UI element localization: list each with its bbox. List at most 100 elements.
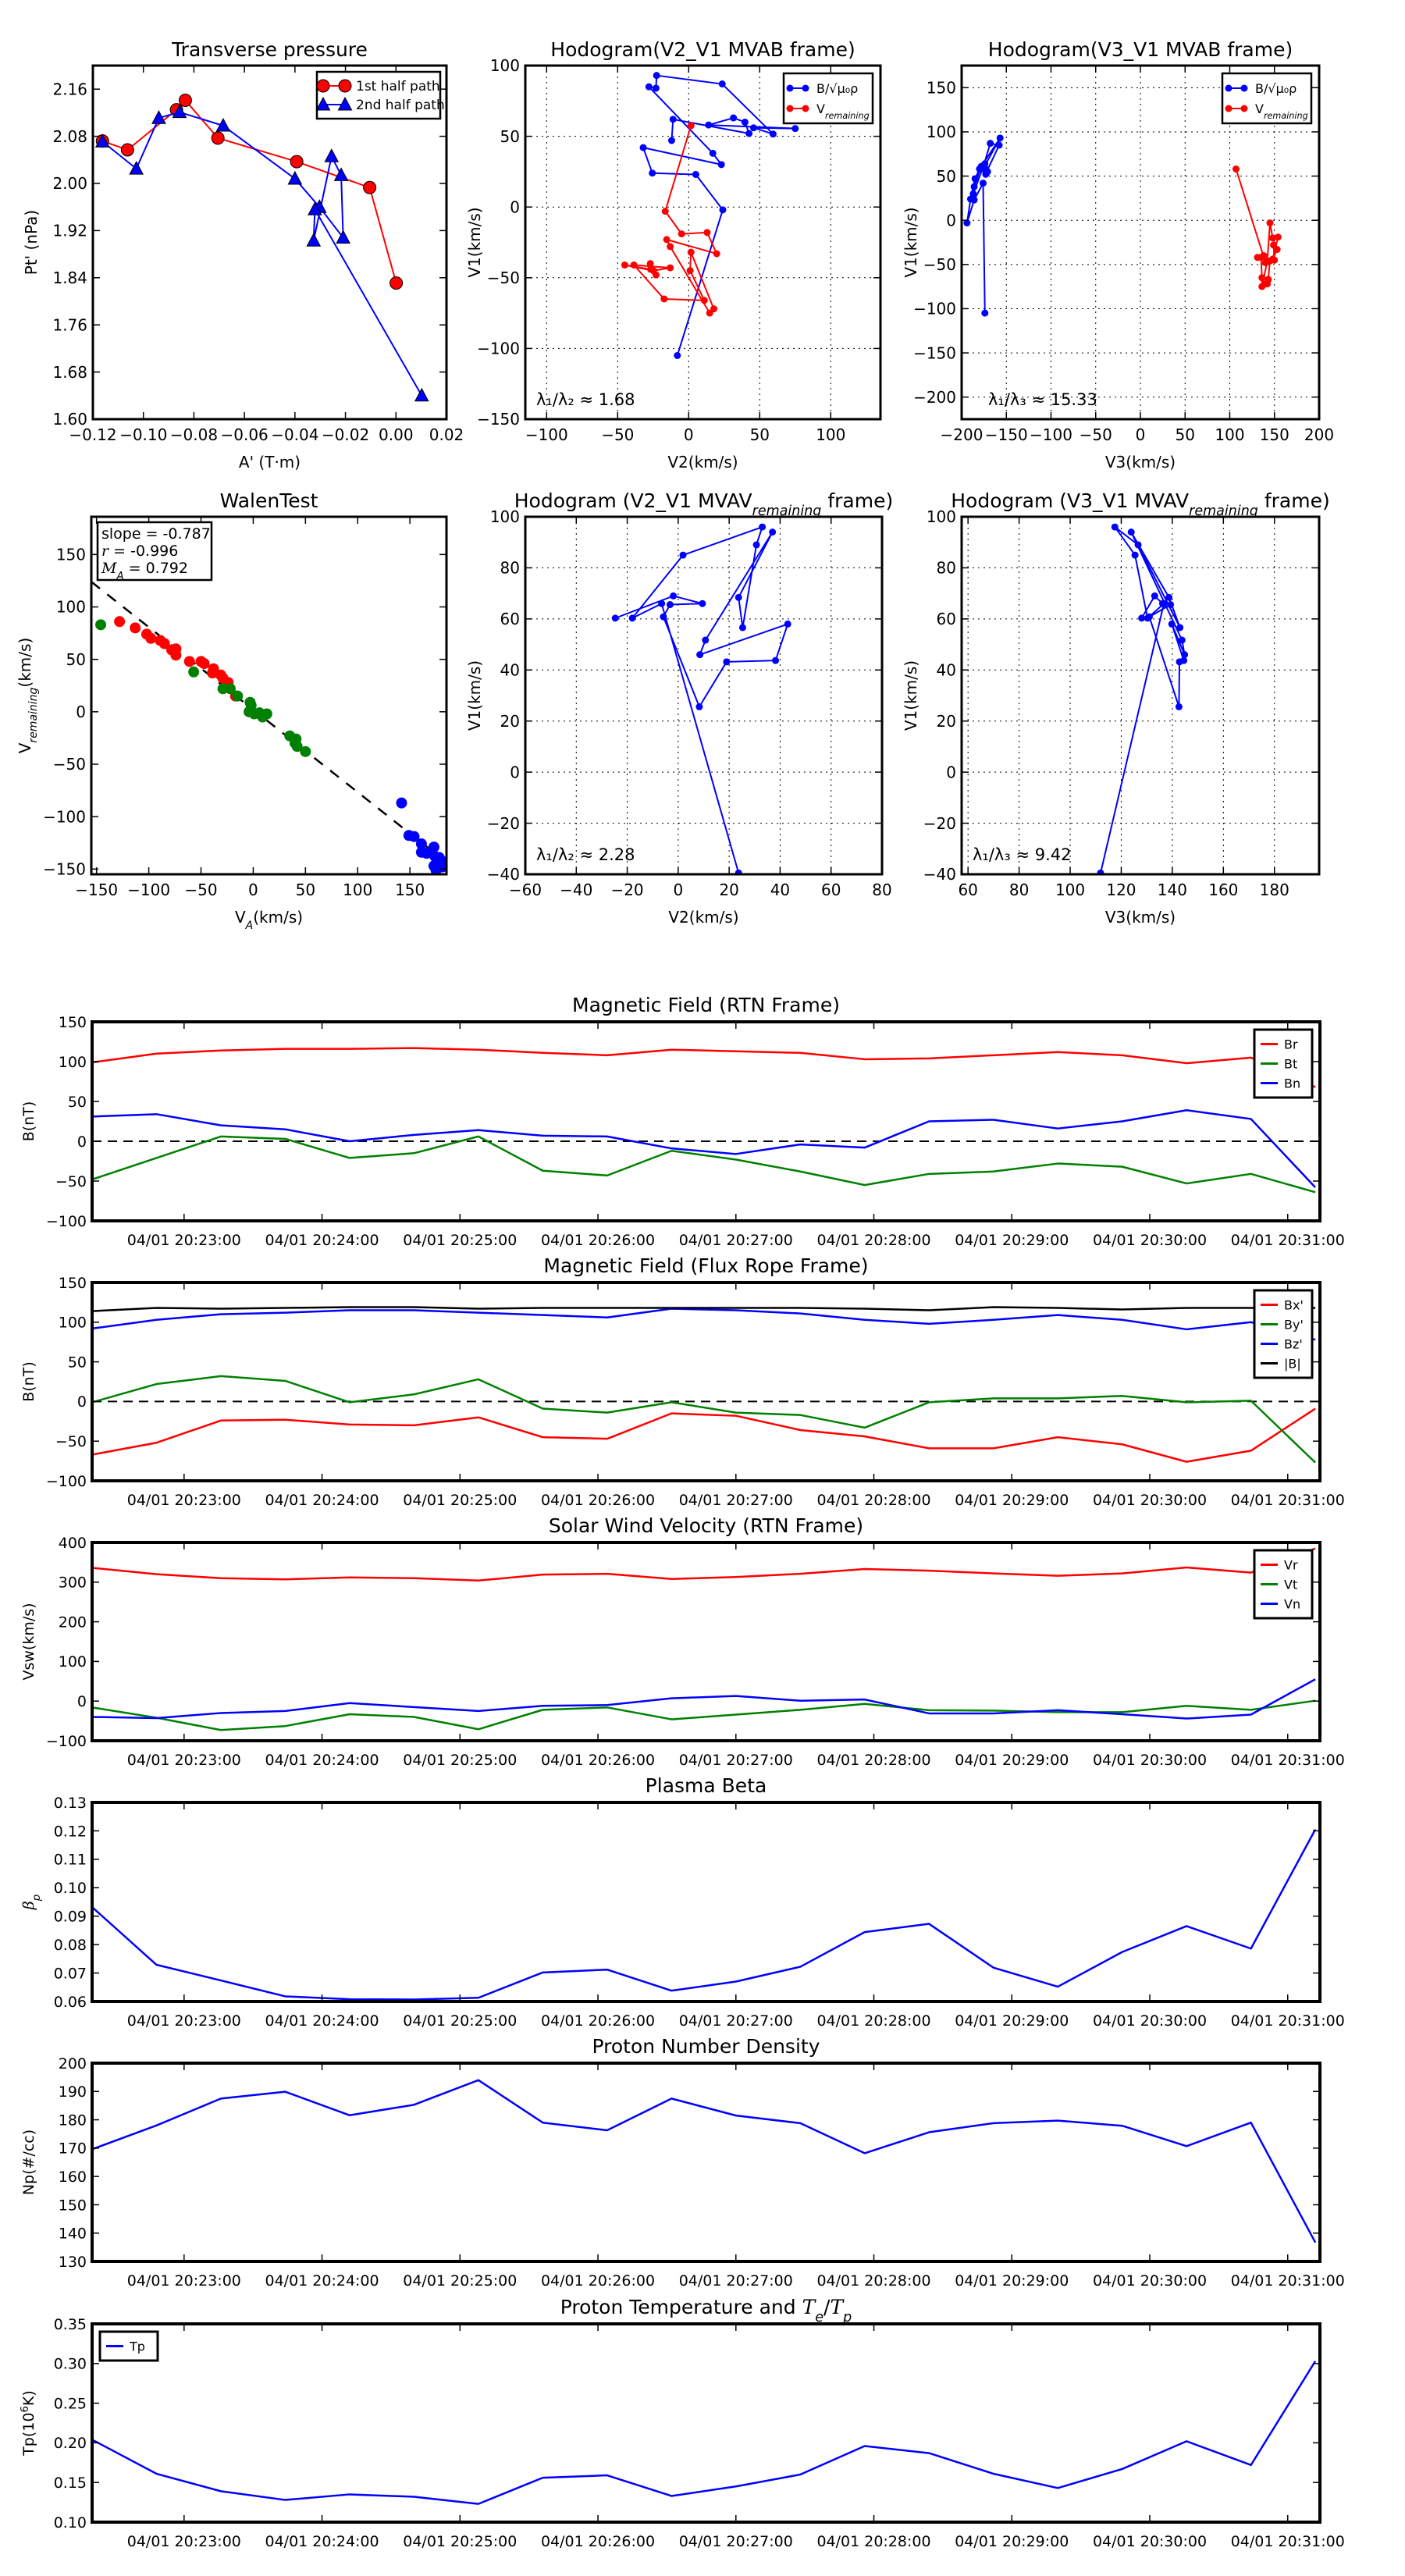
chart-plasma-beta: 04/01 20:23:00 04/01 20:24:00 04/01 20:25:…: [20, 1774, 1345, 2030]
y-tick-label: 1.76: [52, 315, 87, 334]
data-point-b: [1175, 703, 1183, 710]
x-tick-label: 04/01 20:23:00: [127, 1752, 241, 1769]
data-point-2nd-half-path: [324, 148, 340, 162]
y-tick-label: 150: [59, 1275, 87, 1292]
data-point-blue: [421, 848, 432, 859]
plot-area: [611, 523, 791, 874]
data-point-b: [1168, 620, 1176, 628]
x-tick-label: 60: [821, 881, 841, 899]
x-tick-label: 100: [1215, 425, 1244, 444]
data-point-series0: [984, 168, 991, 176]
data-point-series0: [705, 121, 713, 129]
data-point-red: [183, 656, 195, 667]
legend-label: By': [1284, 1317, 1304, 1332]
data-point-red: [207, 667, 219, 679]
data-point-b: [1097, 869, 1104, 874]
data-point-series0: [749, 124, 757, 132]
y-tick-label: 140: [59, 2226, 87, 2243]
data-point-1st-half-path: [389, 276, 404, 290]
y-tick-label: 200: [59, 1614, 87, 1631]
legend-label: Bn: [1284, 1076, 1300, 1091]
data-point-series1: [1264, 276, 1272, 283]
y-axis-label-part: β: [20, 1901, 37, 1910]
series-line-b: [1099, 526, 1186, 873]
x-tick-label: 04/01 20:25:00: [403, 2012, 517, 2030]
x-tick-label: −150: [985, 425, 1028, 444]
data-point-blue: [428, 841, 439, 853]
x-tick-label: 140: [1158, 881, 1187, 899]
y-tick-label: 0: [946, 211, 956, 229]
series-line-2nd-half-path: [101, 111, 423, 397]
chart-hodogram-v3-v1-mvav: 60 80 100 120 140 160 180−40−20020406080100Hod…: [902, 489, 1330, 927]
legend-marker: [786, 105, 794, 112]
chart-title: Hodogram(V2_V1 MVAB frame): [550, 38, 855, 61]
legend-marker: [1240, 84, 1248, 92]
y-tick-label: 130: [59, 2254, 87, 2271]
y-tick-label: 0.12: [54, 1823, 87, 1840]
legend-marker: [802, 84, 809, 92]
data-point-series1: [661, 208, 669, 215]
data-point-series0: [966, 195, 974, 203]
y-tick-label: 150: [59, 1014, 87, 1031]
x-tick-label: 0.02: [429, 425, 464, 444]
data-point-series1: [663, 236, 670, 244]
data-point-1st-half-path: [363, 180, 377, 194]
x-tick-label: 04/01 20:24:00: [265, 2272, 379, 2290]
x-tick-label: 04/01 20:25:00: [403, 2533, 517, 2550]
data-point-blue: [408, 831, 420, 842]
y-tick-label: 50: [66, 650, 86, 669]
y-tick-label: −150: [43, 859, 86, 878]
series-line-bt: [92, 1135, 1316, 1194]
data-point-blue: [415, 838, 427, 850]
data-point-series0: [995, 141, 1003, 149]
data-point-b: [723, 658, 731, 666]
data-point-series0: [970, 183, 978, 190]
x-tick-label: 50: [296, 881, 315, 899]
x-tick-label: 120: [1106, 881, 1136, 899]
x-tick-label: 50: [750, 425, 770, 444]
data-point-series0: [769, 130, 777, 138]
data-point-2nd-half-path: [129, 161, 144, 175]
chart-title: Magnetic Field (RTN Frame): [572, 994, 840, 1016]
y-axis-label: V1(km/s): [465, 660, 484, 731]
y-axis-label-part: p: [31, 1895, 43, 1902]
chart-title: Plasma Beta: [646, 1774, 767, 1797]
data-point-1st-half-path: [290, 155, 304, 169]
y-axis-label: βp: [20, 1895, 43, 1910]
x-tick-label: 04/01 20:31:00: [1231, 2272, 1345, 2290]
data-point-b: [752, 541, 760, 549]
legend-label: B/√μ₀ρ: [1255, 81, 1297, 96]
axes-frame: [91, 64, 448, 421]
x-tick-label: 100: [816, 425, 845, 444]
data-point-series1: [667, 243, 674, 251]
chart-magnetic-field-flux-rope: 04/01 20:23:00 04/01 20:24:00 04/01 20:25:…: [20, 1254, 1345, 1509]
y-tick-label: 1.68: [52, 363, 87, 382]
data-point-b: [696, 651, 704, 659]
x-tick-label: 04/01 20:31:00: [1231, 1752, 1345, 1769]
data-point-b: [1134, 541, 1142, 549]
data-point-b: [735, 593, 742, 601]
x-tick-label: −50: [1080, 425, 1112, 444]
data-point-b: [670, 592, 678, 600]
legend-label: Vt: [1284, 1577, 1297, 1592]
y-tick-label: 100: [490, 507, 520, 526]
data-point-green: [224, 683, 236, 695]
legend-label: 1st half path: [356, 79, 440, 94]
data-point-series1: [667, 264, 674, 272]
data-point-b: [1127, 528, 1135, 536]
y-tick-label: 0.11: [54, 1852, 87, 1869]
x-tick-label: 0: [1136, 425, 1146, 444]
x-tick-label: 04/01 20:29:00: [955, 2012, 1069, 2030]
data-point-series0: [996, 134, 1004, 142]
legend-marker: [1225, 105, 1232, 112]
legend: Br Bt Bn: [1253, 1028, 1314, 1099]
data-point-series1: [646, 260, 654, 268]
data-point-series0: [969, 190, 977, 197]
x-tick-label: −0.12: [69, 425, 116, 444]
data-point-series0: [674, 351, 681, 359]
x-tick-label: 04/01 20:30:00: [1093, 1232, 1207, 1249]
chart-title: Hodogram (V2_V1 MVAVremaining frame): [514, 489, 894, 519]
data-point-red: [158, 638, 170, 649]
legend-label-part: V: [816, 101, 825, 116]
eigenvalue-ratio-annotation: λ₁/λ₂ ≈ 2.28: [536, 845, 635, 864]
